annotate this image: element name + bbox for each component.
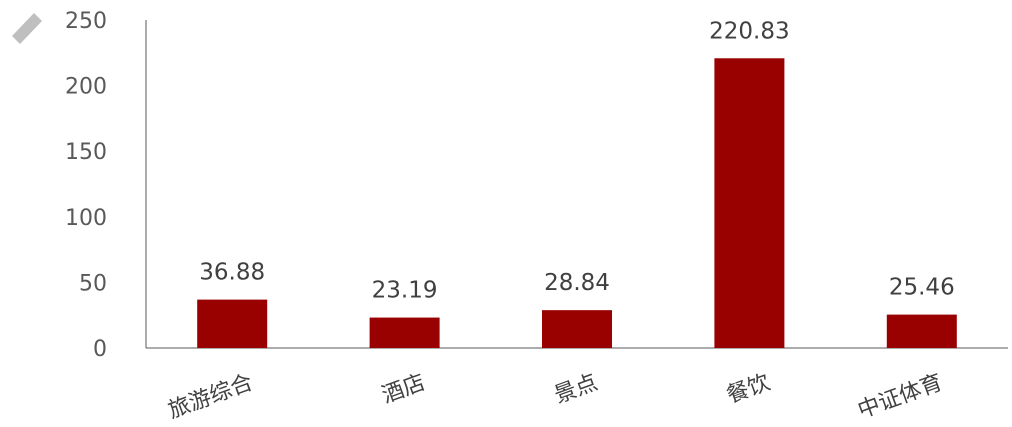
- x-axis-labels: 旅游综合 酒店 景点 餐饮 中证体育: [165, 370, 946, 424]
- y-tick-label-0: 0: [93, 337, 107, 362]
- data-label-4: 220.83: [709, 18, 789, 44]
- bar-4: [714, 58, 785, 349]
- y-axis-ticks: 0 50 100 150 200 250: [65, 9, 107, 362]
- x-tick-label-2: 酒店: [379, 370, 429, 409]
- y-tick-label-100: 100: [65, 206, 107, 231]
- bars-group: [197, 58, 957, 349]
- y-tick-label-50: 50: [79, 271, 107, 296]
- data-label-5: 25.46: [889, 275, 955, 301]
- data-label-1: 36.88: [199, 260, 265, 286]
- bar-3: [542, 310, 612, 348]
- x-tick-label-3: 景点: [551, 370, 601, 409]
- x-tick-label-5: 中证体育: [855, 370, 946, 424]
- y-tick-label-200: 200: [65, 75, 107, 100]
- x-tick-label-4: 餐饮: [724, 370, 774, 409]
- bar-5: [886, 314, 957, 348]
- bar-2: [369, 317, 440, 348]
- x-tick-label-1: 旅游综合: [165, 370, 256, 424]
- bar-1: [197, 299, 268, 348]
- data-label-2: 23.19: [372, 278, 438, 304]
- data-label-3: 28.84: [544, 270, 610, 296]
- y-tick-label-150: 150: [65, 140, 107, 165]
- y-tick-label-250: 250: [65, 9, 107, 34]
- value-labels-group: 36.88 23.19 28.84 220.83 25.46: [199, 18, 954, 303]
- corner-decoration: [12, 13, 42, 44]
